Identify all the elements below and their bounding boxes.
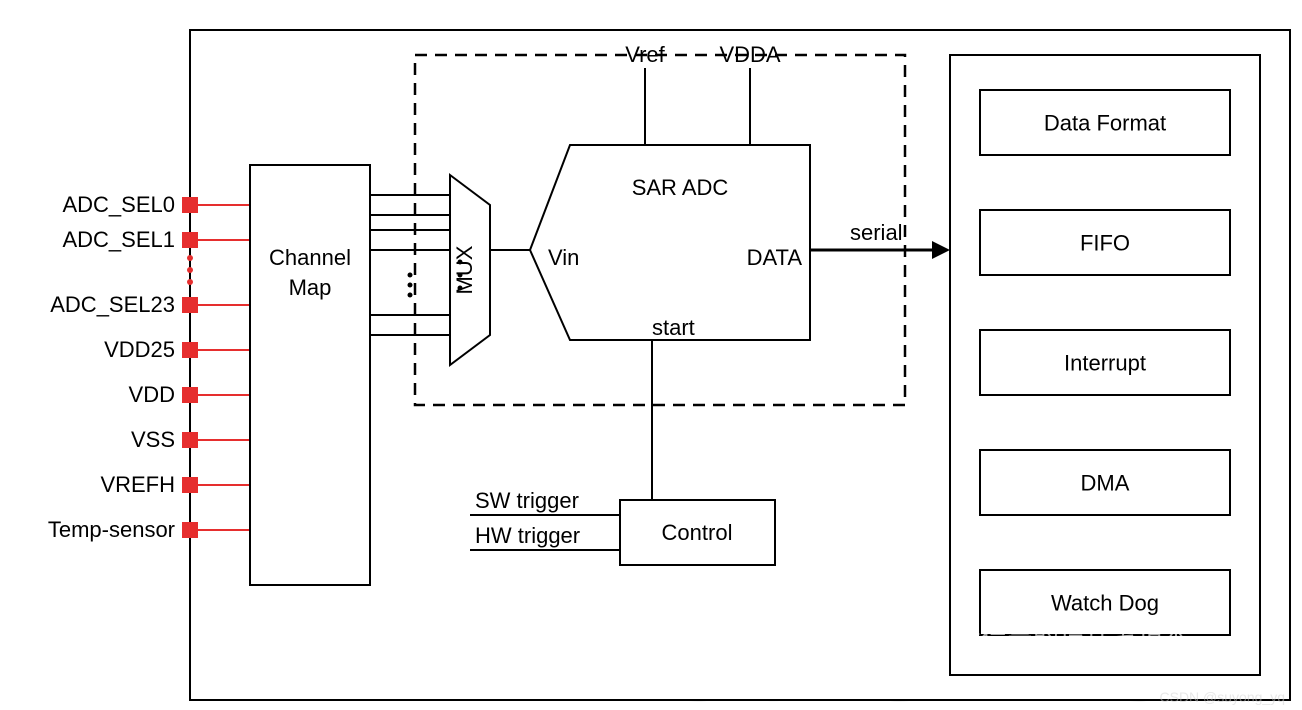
input-label: ADC_SEL23	[50, 292, 175, 317]
input-label: VDD	[129, 382, 175, 407]
right-panel-block-label: Interrupt	[1064, 351, 1146, 376]
sw-trigger-label: SW trigger	[475, 488, 579, 513]
input-label: VDD25	[104, 337, 175, 362]
input-pad-icon	[182, 297, 198, 313]
input-label: VSS	[131, 427, 175, 452]
right-panel-block-label: FIFO	[1080, 231, 1130, 256]
mux-label: MUX	[452, 245, 477, 294]
watermark-chinese: 安德鲁的设计笔记本	[955, 621, 1189, 651]
sar-vin-label: Vin	[548, 245, 579, 270]
watermark-csdn: CSDN @suyong_yq	[1160, 689, 1286, 705]
input-pad-icon	[182, 387, 198, 403]
input-pad-icon	[182, 477, 198, 493]
right-panel-block-label: Watch Dog	[1051, 591, 1159, 616]
input-pad-icon	[182, 342, 198, 358]
control-label: Control	[662, 520, 733, 545]
input-pad-icon	[182, 432, 198, 448]
serial-label: serial	[850, 220, 903, 245]
ellipsis-dot	[458, 286, 463, 291]
channel-map-box	[250, 165, 370, 585]
sar-data-label: DATA	[747, 245, 803, 270]
ellipsis-dot	[408, 283, 413, 288]
ellipsis-dot	[408, 293, 413, 298]
ellipsis-dot	[408, 273, 413, 278]
input-pad-icon	[182, 232, 198, 248]
right-panel-block-label: DMA	[1081, 471, 1130, 496]
ellipsis-dot	[187, 279, 193, 285]
input-pad-icon	[182, 522, 198, 538]
ellipsis-dot	[458, 273, 463, 278]
input-pad-icon	[182, 197, 198, 213]
sar-start-label: start	[652, 315, 695, 340]
input-label: Temp-sensor	[48, 517, 175, 542]
ellipsis-dot	[187, 255, 193, 261]
ellipsis-dot	[187, 267, 193, 273]
vdda-label: VDDA	[719, 42, 780, 67]
adc-block-diagram: ctronics ADC_SEL0ADC_SEL1ADC_SEL23VDD25V…	[0, 0, 1302, 710]
input-label: VREFH	[100, 472, 175, 497]
ellipsis-dot	[458, 260, 463, 265]
hw-trigger-label: HW trigger	[475, 523, 580, 548]
sar-adc-title: SAR ADC	[632, 175, 729, 200]
channel-map-label-1: Channel	[269, 245, 351, 270]
input-label: ADC_SEL0	[62, 192, 175, 217]
right-panel-block-label: Data Format	[1044, 111, 1166, 136]
channel-map-label-2: Map	[289, 275, 332, 300]
input-label: ADC_SEL1	[62, 227, 175, 252]
vref-label: Vref	[625, 42, 665, 67]
